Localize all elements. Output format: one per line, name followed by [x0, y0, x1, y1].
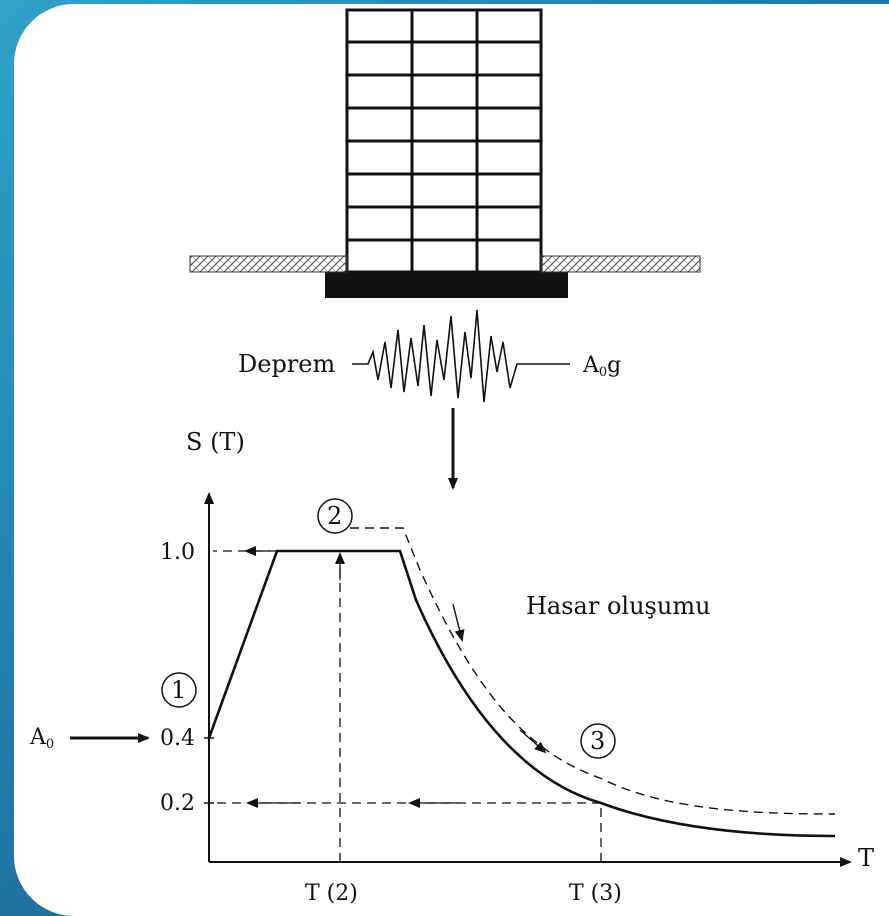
- diagram-card: Deprem A0g S (T) T 1.0 0.4 0.2 T (2) T (…: [14, 4, 889, 916]
- foundation: [325, 272, 568, 298]
- step-circle: [580, 723, 616, 759]
- y-axis-label: S (T): [186, 428, 245, 456]
- spectrum-diagram: Deprem A0g S (T) T 1.0 0.4 0.2 T (2) T (…: [29, 8, 874, 906]
- spectrum-curve: [207, 549, 836, 838]
- damage-arrow-2: [519, 729, 547, 754]
- y-tick-label: 0.4: [160, 726, 195, 751]
- ground-left: [189, 255, 348, 273]
- x-tick-label: T (2): [305, 881, 358, 906]
- damage-label: Hasar oluşumu: [526, 592, 711, 620]
- y-tick-label: 1.0: [160, 540, 195, 565]
- ground-accel-label: A0g: [582, 353, 621, 380]
- y-tick-label: 0.2: [160, 791, 195, 816]
- damage-arrow-1: [452, 603, 465, 642]
- step-number: 1: [171, 676, 186, 704]
- building-frame: [345, 8, 543, 274]
- ground-right: [540, 255, 701, 273]
- a0-label: A0: [29, 725, 54, 752]
- earthquake-label: Deprem: [238, 350, 335, 378]
- damage-curve: [350, 527, 836, 815]
- step-circle: [317, 498, 353, 534]
- step-number: 2: [327, 502, 342, 530]
- seismic-wave: [352, 309, 570, 403]
- x-axis-label: T: [858, 844, 874, 872]
- step-circle: [161, 672, 197, 708]
- x-tick-label: T (3): [569, 881, 622, 906]
- step-number: 3: [590, 727, 605, 755]
